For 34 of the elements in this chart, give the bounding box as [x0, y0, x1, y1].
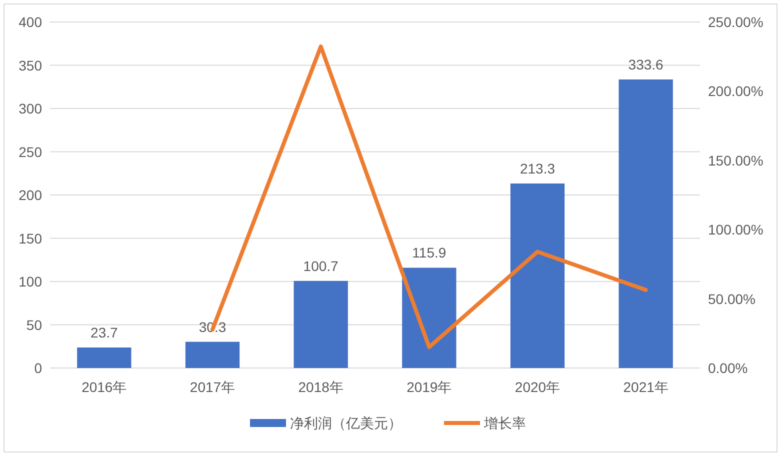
x-tick-label: 2016年 — [82, 379, 127, 395]
x-tick-label: 2020年 — [514, 379, 560, 395]
bar — [185, 342, 240, 368]
y-tick-label: 400 — [18, 14, 42, 30]
y2-tick-label: 150.00% — [708, 152, 764, 168]
y2-tick-label: 100.00% — [708, 222, 764, 238]
bar — [294, 280, 348, 368]
x-tick-label: 2017年 — [190, 379, 236, 395]
y-tick-label: 350 — [18, 57, 42, 74]
data-label: 333.6 — [628, 56, 664, 72]
legend-label: 增长率 — [483, 415, 526, 431]
y2-tick-label: 200.00% — [708, 83, 764, 100]
bar — [402, 268, 456, 368]
y2-tick-label: 0.00% — [708, 360, 748, 376]
y-tick-label: 50 — [26, 316, 42, 333]
y-tick-label: 150 — [18, 230, 42, 246]
data-label: 23.7 — [90, 324, 118, 340]
y-tick-label: 100 — [18, 274, 42, 290]
y2-tick-label: 50.00% — [708, 290, 756, 307]
y-tick-label: 0 — [34, 360, 42, 376]
x-tick-label: 2018年 — [298, 379, 344, 395]
y-tick-label: 300 — [18, 100, 42, 116]
legend-label: 净利润（亿美元） — [290, 415, 402, 431]
y2-tick-label: 250.00% — [708, 14, 764, 30]
data-label: 100.7 — [303, 258, 339, 274]
bar — [618, 79, 673, 368]
data-label: 115.9 — [412, 244, 446, 261]
bar — [510, 183, 565, 368]
x-tick-label: 2019年 — [406, 379, 452, 395]
x-tick-label: 2021年 — [623, 379, 668, 395]
y-tick-label: 250 — [18, 144, 42, 160]
bar — [77, 348, 132, 368]
y-tick-label: 200 — [18, 187, 42, 203]
data-label: 213.3 — [520, 160, 556, 176]
